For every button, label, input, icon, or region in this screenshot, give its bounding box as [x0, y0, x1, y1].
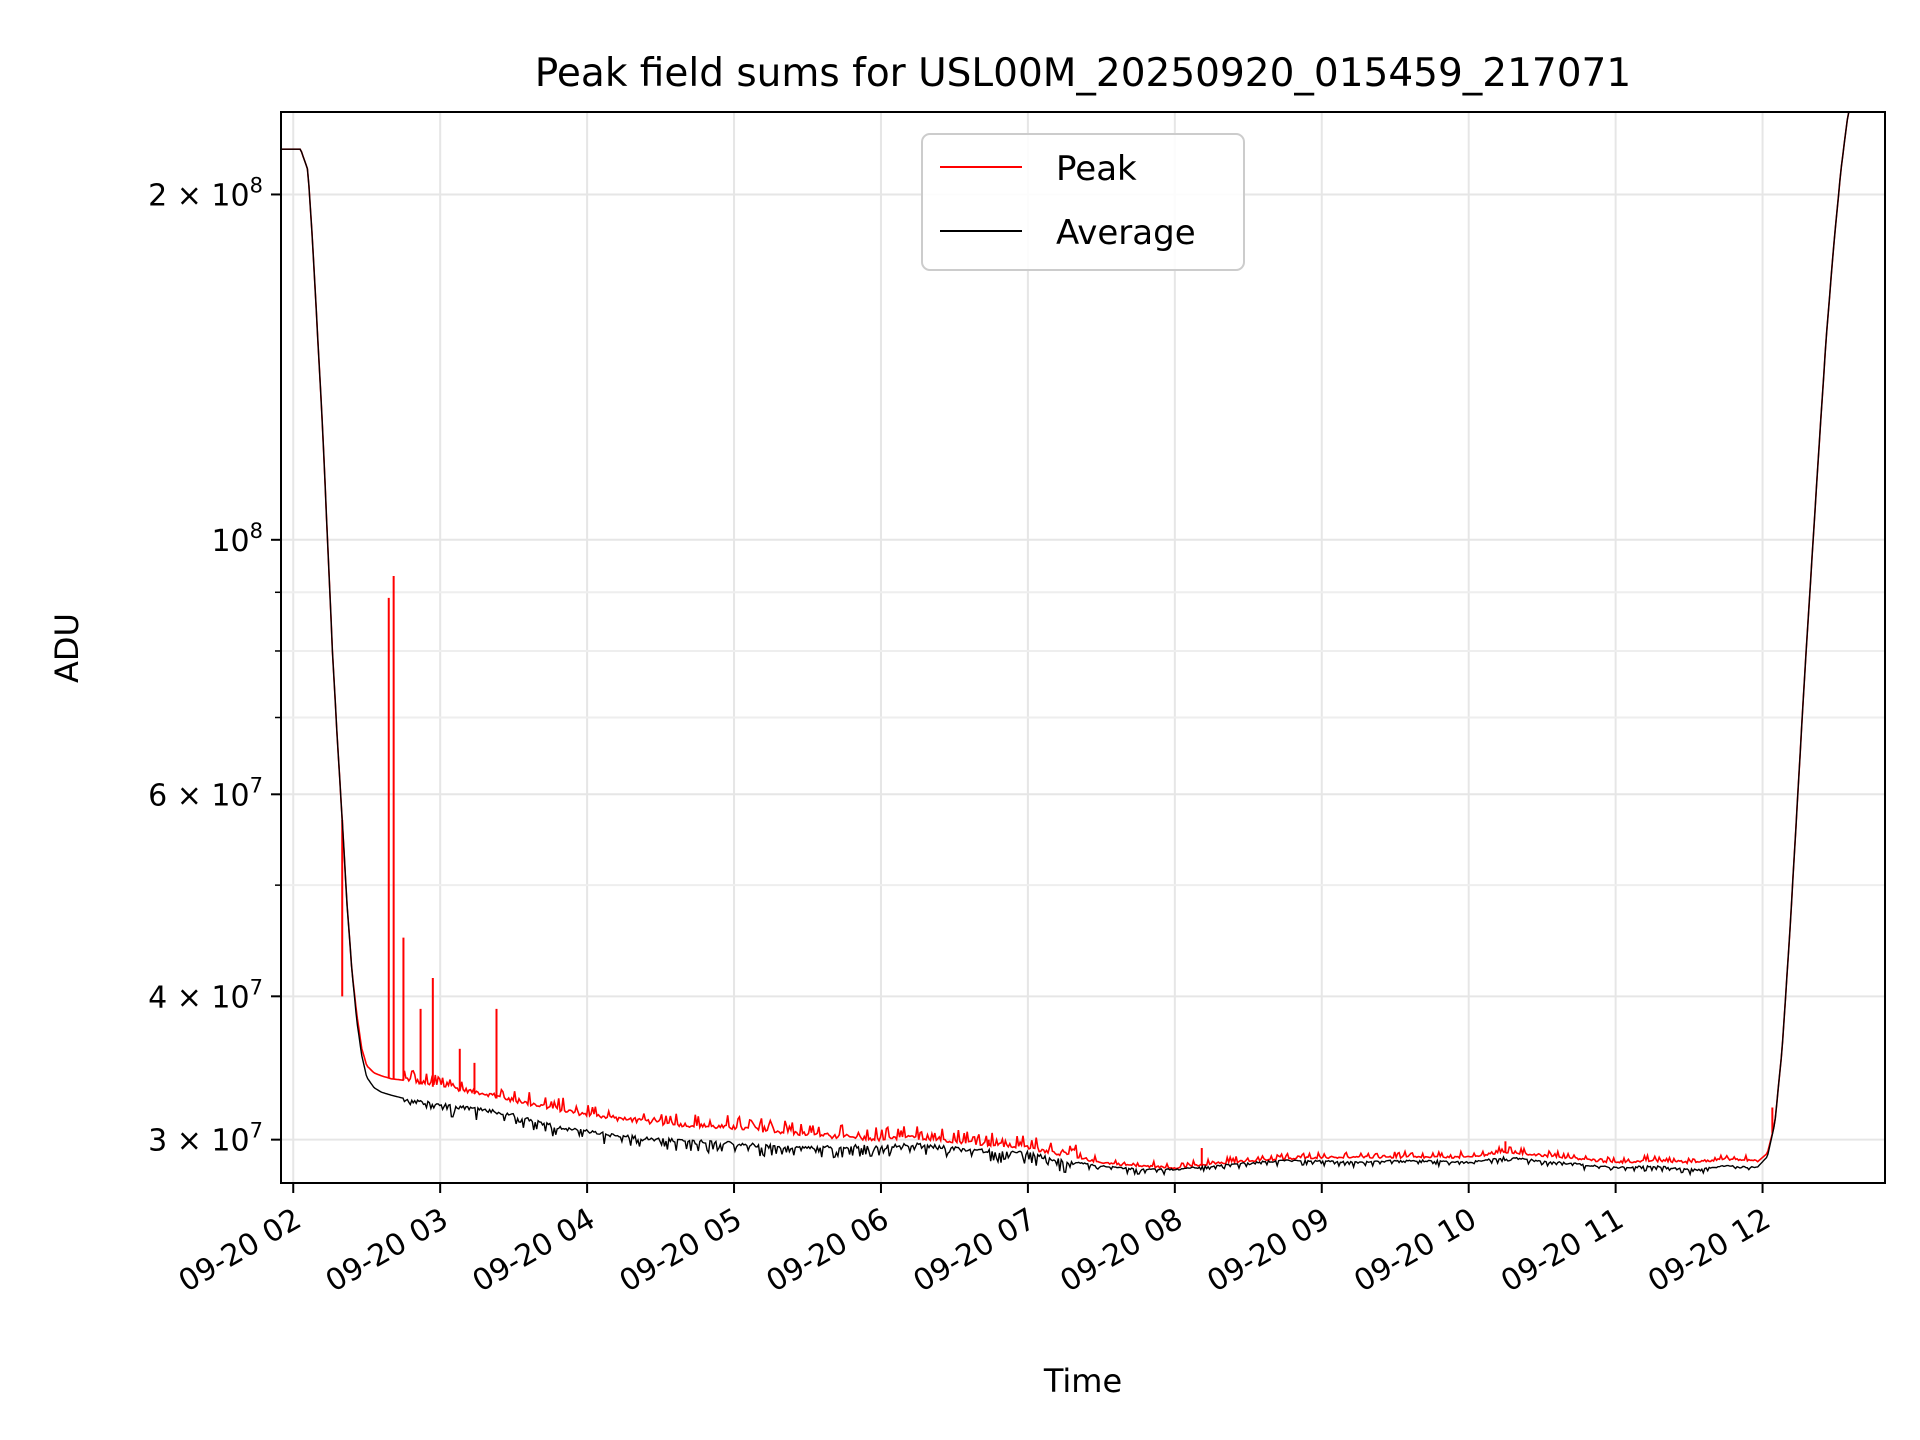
y-tick-label: 4 × 107	[148, 975, 263, 1015]
y-tick-label: 3 × 107	[148, 1119, 263, 1159]
legend-label-peak: Peak	[1056, 149, 1137, 189]
y-tick-label: 6 × 107	[148, 773, 263, 813]
y-tick-label: 2 × 108	[148, 173, 263, 213]
plot-frame	[280, 111, 1886, 1184]
y-tick-label: 108	[211, 519, 263, 559]
chart-title: Peak field sums for USL00M_20250920_0154…	[535, 51, 1631, 96]
series-line-peak	[281, 112, 1884, 1170]
legend-label-average: Average	[1056, 213, 1196, 253]
grid-lines	[281, 112, 1885, 1183]
legend: Peak Average	[921, 133, 1245, 271]
series-lines	[281, 112, 1884, 1177]
y-axis-label: ADU	[48, 613, 86, 683]
series-line-average	[281, 112, 1884, 1177]
x-axis-label: Time	[1043, 1362, 1122, 1400]
